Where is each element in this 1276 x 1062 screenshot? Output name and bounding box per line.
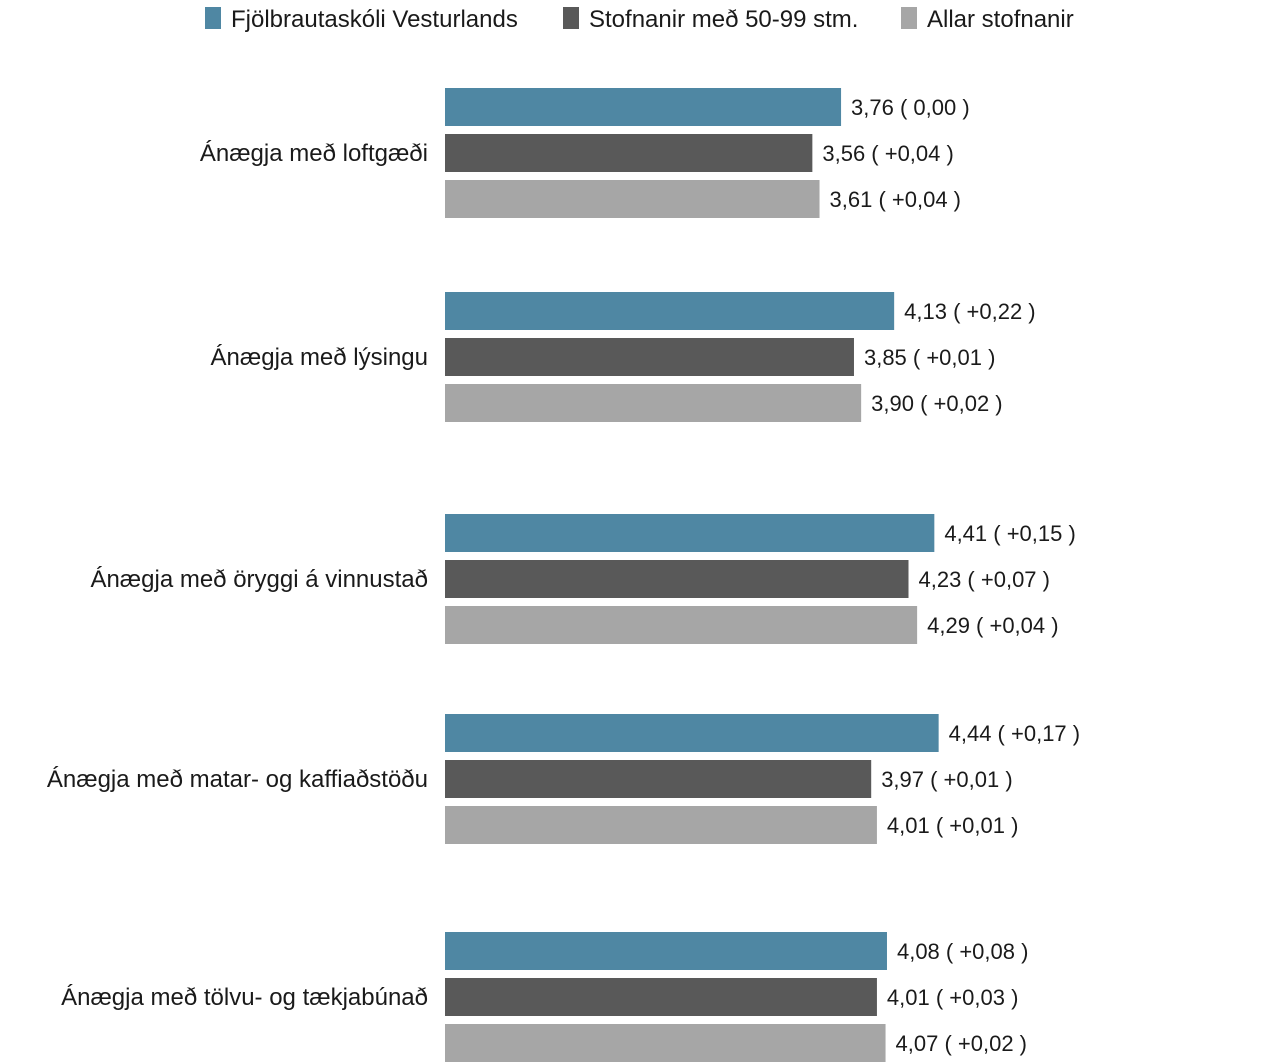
bar <box>445 338 854 376</box>
category-labels: Ánægja með loftgæði Ánægja með lýsingu Ánæ… <box>47 140 428 1011</box>
bar <box>445 760 872 798</box>
bar <box>445 806 877 844</box>
data-label: 3,61 ( +0,04 ) <box>830 187 961 212</box>
data-label: 3,97 ( +0,01 ) <box>881 767 1012 792</box>
data-label: 4,01 ( +0,03 ) <box>887 985 1018 1010</box>
bars <box>445 88 939 1062</box>
bar <box>445 88 842 126</box>
data-label: 4,23 ( +0,07 ) <box>919 567 1050 592</box>
legend-swatch <box>205 7 221 29</box>
data-label: 4,44 ( +0,17 ) <box>949 721 1080 746</box>
legend-item: Fjölbrautaskóli Vesturlands <box>205 6 518 33</box>
category-label: Ánægja með loftgæði <box>200 140 428 167</box>
data-label: 3,56 ( +0,04 ) <box>822 141 953 166</box>
bar <box>445 606 918 644</box>
category-label: Ánægja með öryggi á vinnustað <box>90 566 428 593</box>
legend-swatch <box>563 7 579 29</box>
bar <box>445 134 813 172</box>
data-label: 4,08 ( +0,08 ) <box>897 939 1028 964</box>
bar <box>445 978 877 1016</box>
legend: Fjölbrautaskóli Vesturlands Stofnanir með… <box>205 6 1074 33</box>
legend-label: Stofnanir með 50-99 stm. <box>589 6 858 33</box>
legend-swatch <box>901 7 917 29</box>
bar <box>445 932 887 970</box>
data-label: 3,76 ( 0,00 ) <box>851 95 970 120</box>
bar <box>445 1024 886 1062</box>
category-label: Ánægja með tölvu- og tækjabúnað <box>61 984 428 1011</box>
legend-label: Allar stofnanir <box>927 6 1074 33</box>
data-label: 4,07 ( +0,02 ) <box>896 1031 1027 1056</box>
data-label: 3,90 ( +0,02 ) <box>871 391 1002 416</box>
category-label: Ánægja með matar- og kaffiaðstöðu <box>47 766 428 793</box>
bar <box>445 180 820 218</box>
bar <box>445 384 862 422</box>
value-labels: 3,76 ( 0,00 ) 3,56 ( +0,04 ) 3,61 ( +0,04 … <box>822 95 1080 1056</box>
bar <box>445 514 935 552</box>
legend-item: Stofnanir með 50-99 stm. <box>563 6 858 33</box>
data-label: 4,29 ( +0,04 ) <box>927 613 1058 638</box>
data-label: 3,85 ( +0,01 ) <box>864 345 995 370</box>
legend-label: Fjölbrautaskóli Vesturlands <box>231 6 518 33</box>
data-label: 4,13 ( +0,22 ) <box>904 299 1035 324</box>
legend-item: Allar stofnanir <box>901 6 1074 33</box>
bar <box>445 714 939 752</box>
bar <box>445 560 909 598</box>
category-label: Ánægja með lýsingu <box>211 344 428 371</box>
data-label: 4,41 ( +0,15 ) <box>944 521 1075 546</box>
bar <box>445 292 895 330</box>
data-label: 4,01 ( +0,01 ) <box>887 813 1018 838</box>
